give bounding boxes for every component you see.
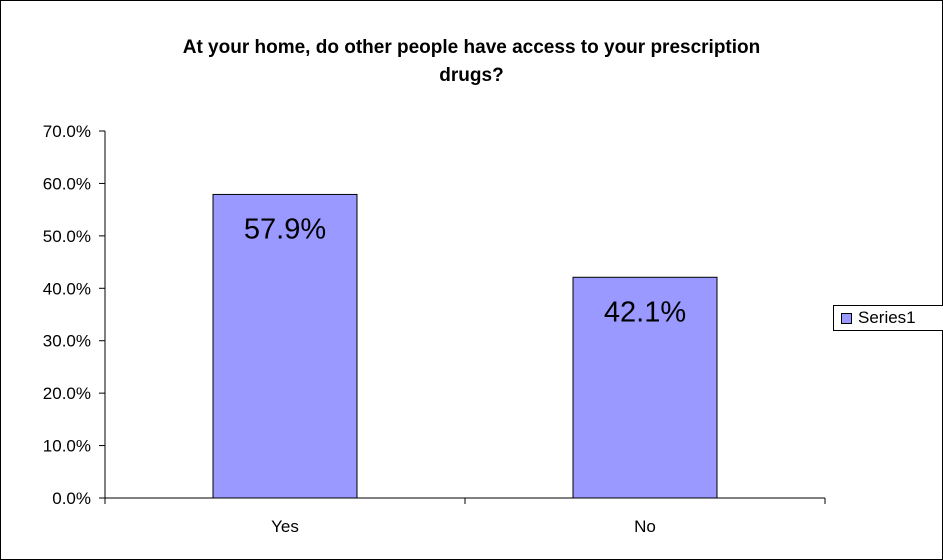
bar-no xyxy=(572,276,718,499)
y-tick-label: 0.0% xyxy=(52,489,91,508)
chart-title-line-1: At your home, do other people have acces… xyxy=(182,37,761,58)
y-tick-label: 70.0% xyxy=(43,122,91,141)
bar-value-label: 57.9% xyxy=(244,213,326,245)
x-tick-label: Yes xyxy=(271,517,299,536)
y-tick-label: 40.0% xyxy=(43,279,91,298)
legend-label: Series1 xyxy=(858,308,916,327)
y-tick-label: 30.0% xyxy=(43,332,91,351)
bar-value-label: 42.1% xyxy=(604,296,686,328)
bar-yes xyxy=(212,193,358,499)
x-axis: Yes No xyxy=(104,497,826,536)
legend-swatch xyxy=(841,313,852,324)
y-tick-label: 10.0% xyxy=(43,437,91,456)
y-tick-label: 20.0% xyxy=(43,384,91,403)
x-tick-label: No xyxy=(634,517,656,536)
legend: Series1 xyxy=(833,305,943,331)
y-tick-label: 60.0% xyxy=(43,174,91,193)
chart-title-line-2: drugs? xyxy=(439,65,504,86)
y-tick-label: 50.0% xyxy=(43,227,91,246)
chart-title: At your home, do other people have acces… xyxy=(0,34,943,90)
y-axis: 0.0% 10.0% 20.0% 30.0% 40.0% 50.0% 60.0% 70.0% xyxy=(43,122,106,508)
bars: 57.9% 42.1% xyxy=(212,193,718,499)
